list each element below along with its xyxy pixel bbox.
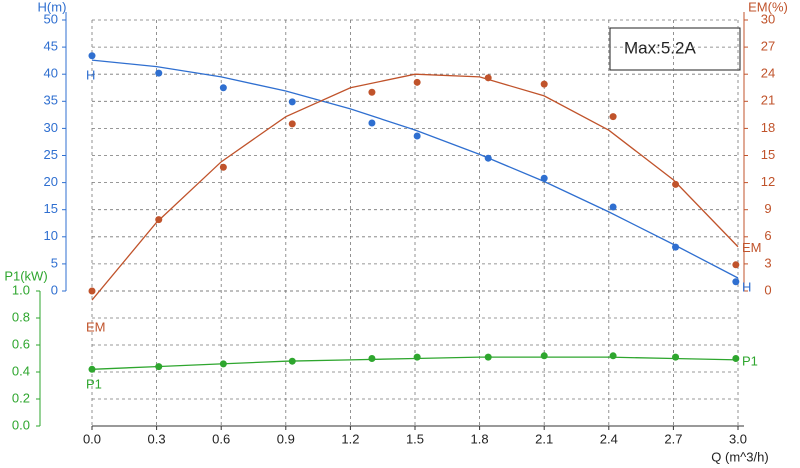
y-tick-label: 40 [44, 66, 58, 81]
y2-tick-label: 0 [764, 282, 771, 297]
y2-tick-label: 15 [761, 147, 775, 162]
data-point [672, 180, 680, 188]
data-point [368, 119, 376, 127]
x-tick-label: 2.7 [664, 431, 682, 446]
y2-tick-label: 12 [761, 174, 775, 189]
data-point [484, 154, 492, 162]
y-tick-label: 25 [44, 147, 58, 162]
annotation: Max:5.2A [624, 38, 696, 57]
x-tick-label: 1.5 [406, 431, 424, 446]
x-tick-label: 2.1 [535, 431, 553, 446]
series-label: P1 [86, 377, 102, 392]
data-point [288, 98, 296, 106]
data-point [732, 278, 740, 286]
data-point [609, 203, 617, 211]
series-label: H [86, 68, 95, 83]
y-tick-label: 50 [44, 11, 58, 26]
series-label: EM [742, 240, 762, 255]
y3-axis-label: P1(kW) [4, 268, 47, 283]
data-point [155, 216, 163, 224]
data-point [413, 132, 421, 140]
y-tick-label: 10 [44, 228, 58, 243]
series-label: P1 [742, 353, 758, 368]
x-tick-label: 0.6 [212, 431, 230, 446]
data-point [368, 355, 376, 362]
x-tick-label: 1.8 [471, 431, 489, 446]
y2-tick-label: 24 [761, 66, 775, 81]
data-point [540, 174, 548, 182]
data-point [88, 365, 96, 373]
data-point [88, 287, 96, 295]
data-point [219, 84, 227, 92]
y3-tick-label: 0.2 [12, 390, 30, 405]
y2-tick-label: 9 [764, 201, 771, 216]
y2-axis-label: EM(%) [748, 0, 788, 14]
y-tick-label: 35 [44, 93, 58, 108]
y-tick-label: 15 [44, 201, 58, 216]
data-point [413, 353, 421, 361]
y3-tick-label: 0.4 [12, 363, 30, 378]
x-tick-label: 0.3 [148, 431, 166, 446]
y-tick-label: 20 [44, 174, 58, 189]
series-label: H [742, 279, 751, 294]
data-point [219, 163, 227, 171]
y3-tick-label: 0.6 [12, 336, 30, 351]
y2-tick-label: 6 [764, 228, 771, 243]
x-tick-label: 3.0 [729, 431, 747, 446]
data-point [732, 261, 740, 269]
x-axis-label: Q (m^3/h) [711, 449, 768, 464]
y3-tick-label: 1.0 [12, 282, 30, 297]
y-tick-label: 5 [51, 255, 58, 270]
y-tick-label: 30 [44, 120, 58, 135]
x-tick-label: 0.9 [277, 431, 295, 446]
data-point [484, 353, 492, 361]
data-point [732, 355, 740, 362]
y2-tick-label: 27 [761, 39, 775, 54]
data-point [540, 352, 548, 360]
y-tick-label: 45 [44, 39, 58, 54]
data-point [672, 353, 680, 361]
data-point [155, 69, 163, 77]
data-point [288, 120, 296, 128]
data-point [288, 357, 296, 365]
y3-tick-label: 0.8 [12, 309, 30, 324]
x-tick-label: 2.4 [600, 431, 618, 446]
data-point [484, 74, 492, 82]
y2-tick-label: 21 [761, 93, 775, 108]
y2-tick-label: 30 [761, 11, 775, 26]
y2-tick-label: 18 [761, 120, 775, 135]
data-point [540, 80, 548, 88]
data-point [368, 88, 376, 96]
y-tick-label: 0 [51, 282, 58, 297]
data-point [672, 243, 680, 251]
x-tick-label: 1.2 [341, 431, 359, 446]
fit-curve [91, 59, 739, 279]
series-label: EM [86, 319, 106, 334]
data-point [219, 360, 227, 368]
x-tick-label: 0.0 [83, 431, 101, 446]
y3-tick-label: 0.0 [12, 417, 30, 432]
y2-tick-label: 3 [764, 255, 771, 270]
data-point [155, 363, 163, 371]
fit-curve [91, 73, 739, 301]
data-point [413, 78, 421, 86]
data-point [609, 113, 617, 121]
data-point [88, 52, 96, 60]
annotation-box [609, 27, 741, 71]
data-point [609, 352, 617, 360]
y-axis-label: H(m) [38, 0, 67, 14]
